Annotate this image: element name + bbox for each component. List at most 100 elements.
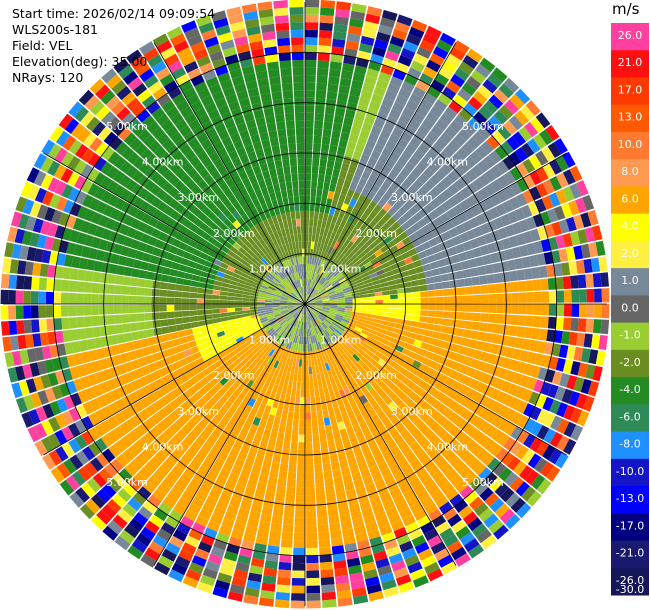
ray-gate xyxy=(549,399,562,415)
ray-gate xyxy=(419,400,431,412)
ray-gate xyxy=(379,104,391,115)
ray-gate xyxy=(415,79,430,92)
ray-gate xyxy=(110,344,121,356)
ray-gate xyxy=(177,156,189,168)
ray-gate xyxy=(308,287,312,295)
ray-gate xyxy=(189,298,197,304)
ray-gate xyxy=(280,320,288,328)
colorbar-tick-label: -30.0 xyxy=(616,583,644,596)
ray-gate xyxy=(392,386,403,397)
ray-gate xyxy=(307,256,310,264)
ray-gate xyxy=(358,287,367,293)
ray-gate xyxy=(60,305,69,317)
ray-gate xyxy=(536,182,549,198)
ray-gate xyxy=(316,509,328,518)
ray-gate xyxy=(316,226,321,235)
ray-gate xyxy=(368,378,378,388)
ray-gate xyxy=(404,435,416,446)
ray-gate xyxy=(322,355,328,364)
ray-gate xyxy=(550,415,563,431)
ray-gate xyxy=(203,174,215,185)
ray-gate xyxy=(213,17,229,29)
ray-gate xyxy=(296,142,305,151)
ray-gate xyxy=(363,278,372,285)
ray-gate xyxy=(373,214,382,224)
ray-gate xyxy=(326,316,334,322)
ray-gate xyxy=(425,149,438,162)
ray-gate xyxy=(298,321,302,329)
ray-gate xyxy=(425,25,442,39)
ray-gate xyxy=(576,410,590,427)
ray-gate xyxy=(427,464,440,477)
ray-gate xyxy=(305,397,311,405)
ray-gate xyxy=(157,164,169,176)
ray-gate xyxy=(274,599,290,609)
ray-gate xyxy=(516,502,532,519)
ray-gate xyxy=(74,419,88,434)
ray-gate xyxy=(388,341,397,350)
ray-gate xyxy=(590,257,601,273)
ray-gate xyxy=(257,78,270,88)
ray-gate xyxy=(151,158,164,171)
ray-gate xyxy=(250,257,258,265)
ray-gate xyxy=(453,40,470,55)
ray-gate xyxy=(250,134,261,144)
ray-gate xyxy=(458,345,468,356)
ray-gate xyxy=(61,426,74,442)
ray-gate xyxy=(68,280,78,292)
ray-gate xyxy=(147,475,161,488)
ray-gate xyxy=(234,304,243,308)
ray-gate xyxy=(441,432,453,444)
ray-gate xyxy=(314,301,323,303)
ray-gate xyxy=(427,310,436,317)
ray-gate xyxy=(33,376,45,392)
azimuth-spoke xyxy=(153,42,306,305)
ray-gate xyxy=(337,307,345,311)
ray-gate xyxy=(461,142,475,155)
ray-gate xyxy=(122,503,138,518)
ray-gate xyxy=(290,318,296,326)
ray-gate xyxy=(295,502,305,511)
ray-gate xyxy=(400,429,412,440)
ray-gate xyxy=(355,430,365,440)
ray-gate xyxy=(420,342,430,351)
ray-gate xyxy=(212,308,220,314)
ray-gate xyxy=(322,128,332,138)
ray-gate xyxy=(242,231,251,241)
ray-gate xyxy=(118,343,128,354)
range-ring-label: 4.00km xyxy=(142,156,184,169)
ray-gate xyxy=(142,480,157,494)
ray-gate xyxy=(371,93,384,104)
ray-gate xyxy=(456,278,466,288)
ray-gate xyxy=(571,289,580,303)
ray-gate xyxy=(214,579,231,591)
ray-gate xyxy=(82,401,95,415)
ray-gate xyxy=(411,285,421,293)
ray-gate xyxy=(565,247,576,261)
ray-gate xyxy=(167,318,176,326)
azimuth-spoke xyxy=(153,303,306,566)
ray-gate xyxy=(512,131,527,147)
ray-gate xyxy=(298,366,302,375)
ray-gate xyxy=(123,236,134,248)
ray-gate xyxy=(386,216,397,227)
ray-gate xyxy=(180,54,196,67)
ray-gate xyxy=(273,277,281,284)
ray-gate xyxy=(265,253,273,261)
ray-gate xyxy=(321,235,327,245)
ray-gate xyxy=(363,246,372,255)
ray-gate xyxy=(290,165,298,174)
ray-gate xyxy=(318,531,330,541)
ray-gate xyxy=(207,109,221,121)
ray-gate xyxy=(400,131,413,143)
ray-gate xyxy=(499,508,515,524)
ray-gate xyxy=(159,289,168,297)
ray-gate xyxy=(399,367,409,376)
ray-gate xyxy=(175,323,185,332)
ray-gate xyxy=(354,65,367,76)
ray-gate xyxy=(309,218,314,227)
ray-gate xyxy=(340,466,351,477)
ray-gate xyxy=(269,137,279,147)
ray-gate xyxy=(299,203,305,211)
ray-gate xyxy=(321,310,329,315)
